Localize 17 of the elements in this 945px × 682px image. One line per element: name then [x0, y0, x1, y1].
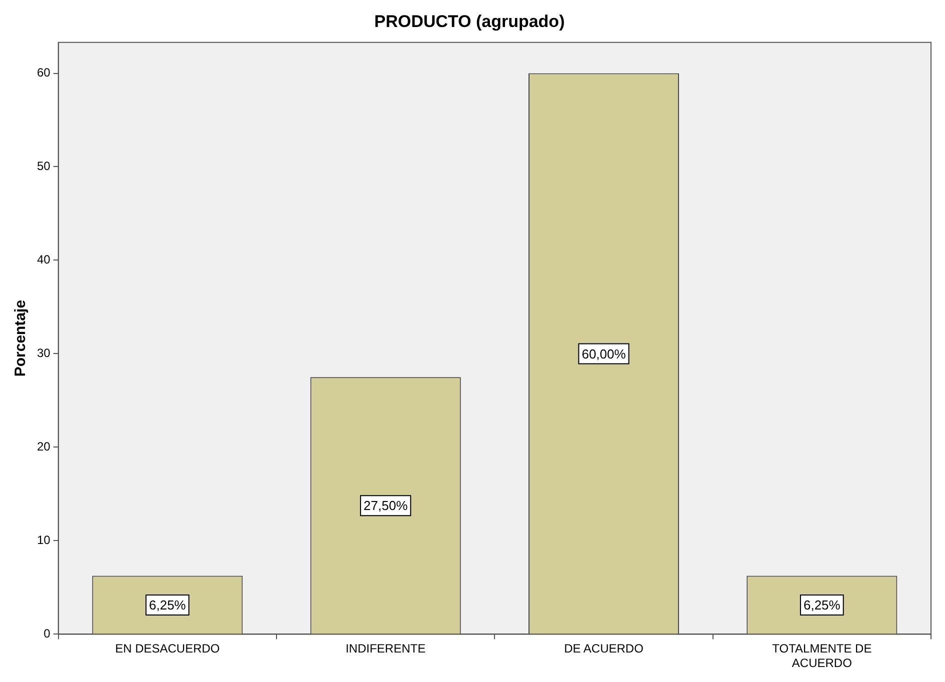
y-tick-label: 40 [36, 252, 51, 267]
data-label: 60,00% [582, 346, 626, 362]
x-tick-label: INDIFERENTE [346, 642, 426, 656]
y-tick-label: 60 [36, 66, 51, 80]
x-tick-label: EN DESACUERDO [115, 642, 220, 656]
x-tick-label: TOTALMENTE DE ACUERDO [772, 642, 872, 670]
data-label: 6,25% [148, 598, 186, 613]
data-label: 27,50% [364, 498, 408, 514]
y-axis-title: Porcentaje [12, 300, 30, 377]
chart-title: PRODUCTO (agrupado) [374, 12, 565, 31]
x-tick-label: DE ACUERDO [564, 642, 644, 656]
data-label: 6,25% [803, 598, 841, 613]
y-tick-label: 10 [36, 533, 51, 548]
y-tick-label: 20 [36, 440, 51, 454]
y-tick-label: 0 [44, 626, 51, 641]
y-tick-label: 50 [36, 159, 51, 174]
y-tick-label: 30 [36, 346, 51, 360]
